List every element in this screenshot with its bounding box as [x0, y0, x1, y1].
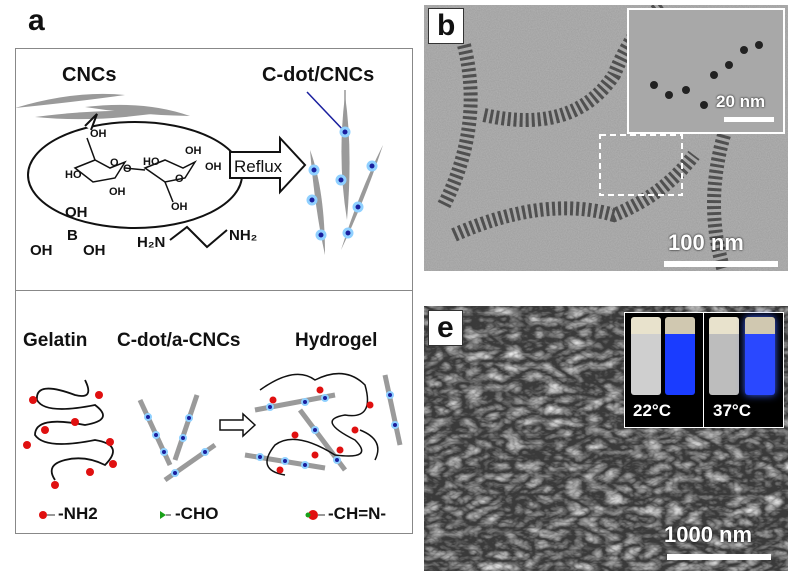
tem-scale-bar-label: 100 nm — [668, 230, 744, 255]
legend-imine: -CH=N- — [328, 504, 387, 523]
sem-scale-bar-label: 1000 nm — [664, 522, 753, 547]
svg-text:NH₂: NH₂ — [229, 227, 257, 244]
svg-text:B: B — [67, 227, 78, 244]
panel-a-box — [15, 48, 413, 534]
legend-icons — [39, 510, 325, 520]
vial-temp-22: 22°C — [633, 401, 671, 420]
legend-aldehyde: -CHO — [175, 504, 219, 523]
vial-inset: 22°C 37°C — [624, 312, 784, 428]
cnc-rods — [15, 93, 190, 120]
svg-text:OH: OH — [171, 201, 188, 213]
svg-text:O: O — [175, 173, 184, 185]
svg-text:HO: HO — [143, 156, 160, 168]
glucose-structure — [73, 137, 198, 203]
legend-amine: -NH2 — [58, 504, 98, 523]
vial-37c-blue — [745, 317, 775, 395]
boric-acid: OH B OH OH — [30, 204, 106, 259]
svg-text:OH: OH — [83, 242, 106, 259]
panel-a-divider — [15, 290, 412, 291]
cncs-label: CNCs — [62, 64, 117, 86]
gelatin-chain — [34, 379, 114, 481]
svg-text:HO: HO — [65, 169, 82, 181]
cdot-cncs-label: C-dot/CNCs — [262, 64, 375, 86]
svg-text:Reflux: Reflux — [234, 157, 283, 176]
panel-a-bottom-diagram — [23, 372, 403, 489]
panel-b-label: b — [428, 8, 465, 44]
svg-text:OH: OH — [185, 145, 202, 157]
ethylenediamine: H₂N NH₂ — [137, 225, 257, 251]
cdots — [306, 126, 378, 241]
svg-text:OH: OH — [109, 186, 126, 198]
panel-e-label: e — [428, 310, 463, 346]
vial-22c-clear — [631, 317, 661, 395]
svg-text:O: O — [110, 157, 119, 169]
glucose-callout — [27, 121, 243, 229]
vial-divider — [703, 313, 704, 427]
panel-a-label: a — [28, 4, 45, 37]
amine-icon — [39, 511, 55, 519]
vial-temp-37: 37°C — [713, 401, 751, 420]
svg-text:OH: OH — [30, 242, 53, 259]
gelatin-label: Gelatin — [23, 330, 88, 351]
cdot-acncs-label: C-dot/a-CNCs — [117, 330, 241, 351]
inset-scale-bar-label: 20 nm — [716, 92, 766, 111]
hydrogel-label: Hydrogel — [295, 330, 378, 351]
reflux-arrow — [229, 135, 307, 195]
svg-text:O: O — [123, 163, 132, 175]
vial-37c-clear — [709, 317, 739, 395]
svg-text:OH: OH — [90, 128, 107, 140]
svg-text:OH: OH — [65, 204, 88, 221]
svg-text:OH: OH — [205, 161, 222, 173]
tem-image — [424, 5, 788, 271]
imine-icon — [305, 510, 325, 520]
svg-text:H₂N: H₂N — [137, 234, 165, 251]
aldehyde-icon — [160, 511, 171, 519]
vial-22c-blue — [665, 317, 695, 395]
